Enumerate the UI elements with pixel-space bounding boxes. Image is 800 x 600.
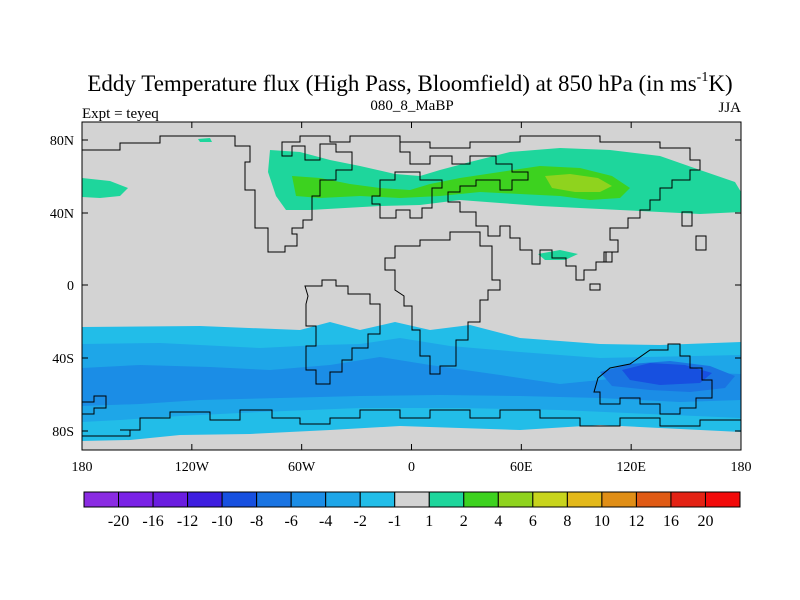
lon-label: 0 — [408, 460, 415, 475]
contour-band-neg3 — [82, 357, 741, 406]
lat-label: 40N — [50, 207, 74, 222]
colorbar-swatch — [359, 491, 396, 508]
colorbar-label: -20 — [108, 513, 129, 530]
colorbar-label: -1 — [388, 513, 401, 530]
colorbar-swatch — [152, 491, 189, 508]
colorbar-swatch — [532, 491, 568, 508]
colorbar-label: -4 — [319, 513, 332, 530]
lon-label: 120W — [175, 460, 210, 475]
contour-band-pos1b — [82, 178, 128, 198]
lon-label: 180 — [72, 460, 93, 475]
colorbar-swatch — [463, 491, 499, 508]
season-label: JJA — [718, 100, 741, 116]
colorbar-label: 8 — [563, 513, 571, 530]
colorbar-swatch — [497, 491, 534, 508]
colorbar-swatch — [118, 491, 154, 508]
colorbar-swatch — [704, 491, 741, 508]
colorbar-swatch — [601, 491, 637, 508]
colorbar-label: 10 — [594, 513, 610, 530]
lat-label: 40S — [52, 352, 74, 367]
colorbar-label: -8 — [250, 513, 263, 530]
lat-label: 0 — [67, 279, 74, 294]
colorbar-swatch — [256, 491, 292, 508]
colorbar-label: -6 — [284, 513, 297, 530]
colorbar-label: 4 — [494, 513, 502, 530]
colorbar-label: 6 — [529, 513, 537, 530]
colorbar-swatch — [290, 491, 327, 508]
colorbar-swatch — [566, 491, 603, 508]
colorbar-label: 2 — [460, 513, 468, 530]
contour-band-pos3 — [545, 174, 612, 192]
longitude-labels: 180 120W 60W 0 60E 120E 180 — [72, 460, 752, 475]
axis-ticks — [81, 122, 742, 450]
lon-label: 180 — [731, 460, 752, 475]
lon-label: 60W — [288, 460, 316, 475]
contour-band-pos2 — [292, 166, 630, 200]
colorbar-label: 20 — [697, 513, 713, 530]
colorbar-label: -10 — [211, 513, 232, 530]
latitude-labels: 80N 40N 0 40S 80S — [50, 134, 74, 440]
colorbar-swatch — [187, 491, 223, 508]
colorbar-label: -12 — [177, 513, 198, 530]
colorbar-label: -16 — [142, 513, 163, 530]
colorbar-swatch — [83, 491, 120, 508]
contour-band-pos1c — [538, 250, 578, 260]
lat-label: 80N — [50, 134, 74, 149]
lon-label: 120E — [616, 460, 646, 475]
experiment-label: Expt = teyeq — [82, 106, 159, 122]
colorbar-label: 12 — [628, 513, 644, 530]
colorbar-label: -2 — [354, 513, 367, 530]
contour-band-pos1d — [198, 138, 212, 142]
coastlines — [82, 135, 741, 437]
colorbar-swatch — [428, 491, 465, 508]
colorbar-swatch — [325, 491, 361, 508]
colorbar-swatch — [394, 491, 430, 508]
colorbar: -20 -16 -12 -10 -8 -6 -4 -2 -1 1 2 4 6 8 10 12 16 20 — [83, 491, 741, 530]
map-panel: 80N 40N 0 40S 80S 180 120W 60W 0 60E 120E 180 — [50, 121, 752, 475]
case-label: 080_8_MaBP — [370, 98, 453, 114]
colorbar-label: 16 — [663, 513, 679, 530]
map-title: Eddy Temperature flux (High Pass, Bloomf… — [87, 70, 732, 96]
colorbar-swatch — [221, 491, 258, 508]
colorbar-label: 1 — [425, 513, 433, 530]
colorbar-swatch — [635, 491, 672, 508]
colorbar-swatch — [670, 491, 706, 508]
lon-label: 60E — [510, 460, 533, 475]
lat-label: 80S — [52, 425, 74, 440]
